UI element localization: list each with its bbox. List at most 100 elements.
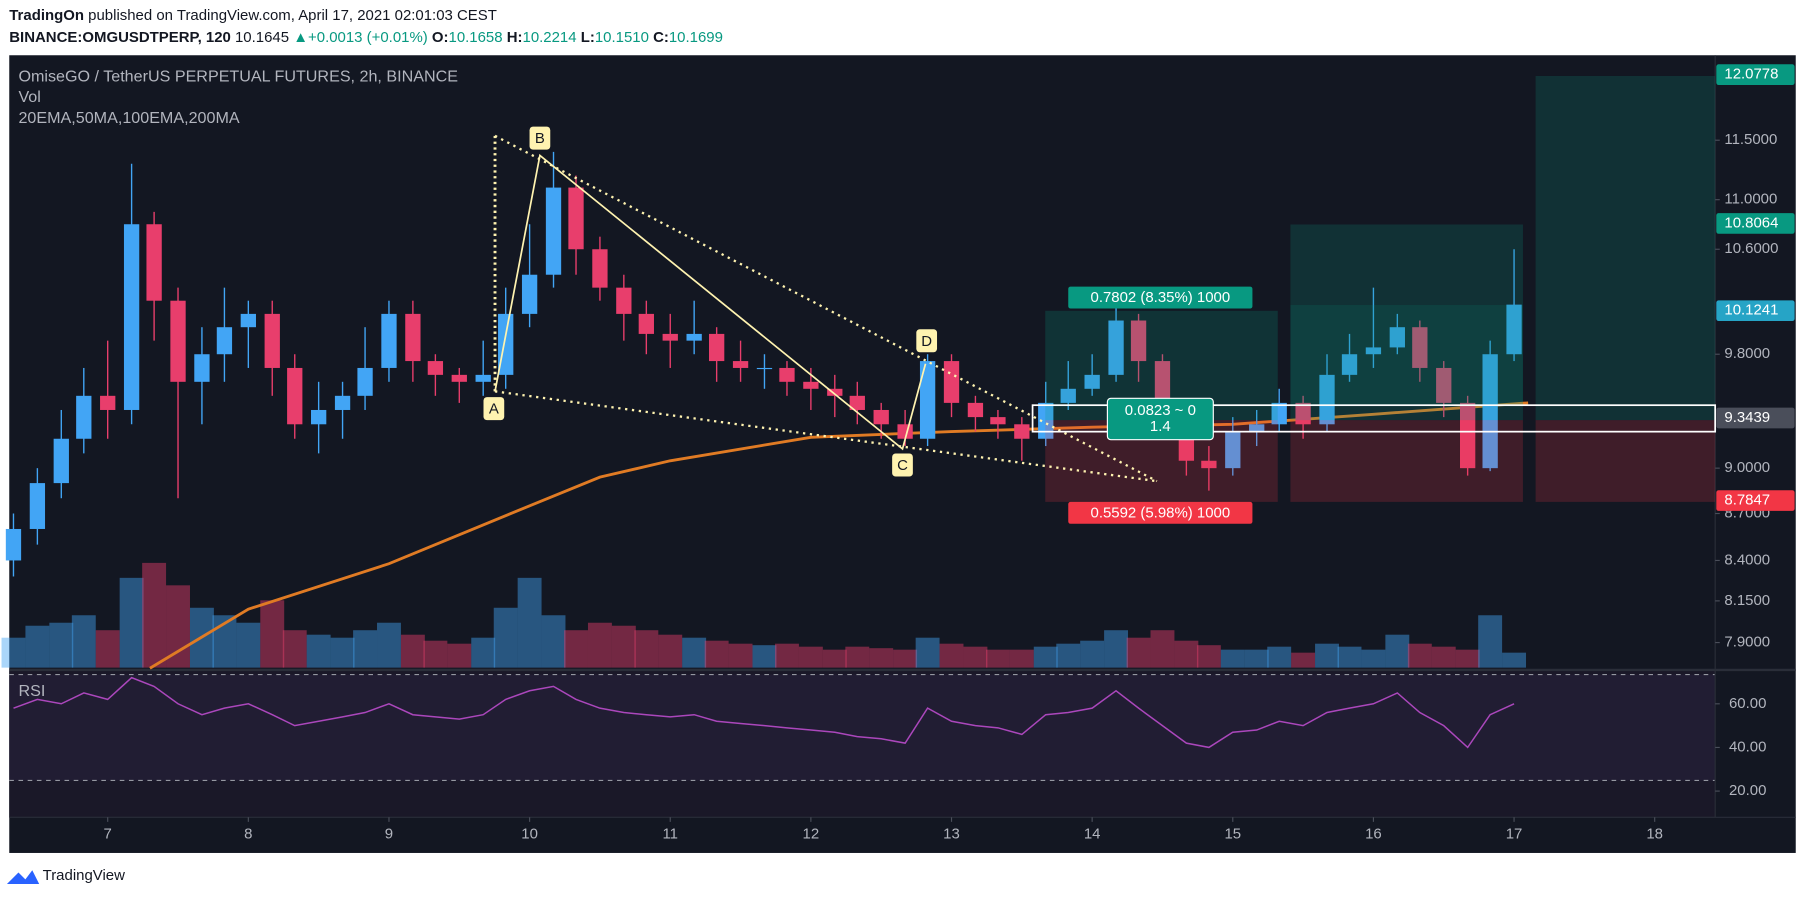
volume-bar xyxy=(798,646,823,668)
volume-bar xyxy=(541,615,566,668)
y-tick-label: 11.0000 xyxy=(1724,191,1777,208)
x-tick-label: 10 xyxy=(521,825,538,842)
candle-body xyxy=(194,354,210,382)
x-tick-label: 14 xyxy=(1084,825,1101,842)
candle-body xyxy=(849,395,865,410)
volume-bar xyxy=(25,625,50,668)
candle-body xyxy=(1038,402,1054,439)
candle-body xyxy=(76,395,92,439)
ratio-box xyxy=(1106,397,1214,441)
volume-bar xyxy=(1033,646,1058,668)
volume-bar xyxy=(869,648,894,668)
candle-body xyxy=(1201,460,1217,469)
candle-body xyxy=(779,367,795,382)
candle-body xyxy=(1341,354,1358,375)
o-label: O: xyxy=(432,29,449,46)
loss-zone xyxy=(1535,420,1716,502)
volume-bar xyxy=(564,630,588,668)
y-tick-label: 11.5000 xyxy=(1724,131,1777,148)
volume-bar xyxy=(1174,640,1199,668)
candle-body xyxy=(1365,347,1382,355)
point-box xyxy=(529,126,551,150)
volume-bar xyxy=(1267,646,1292,668)
price-label-box xyxy=(1716,490,1795,511)
point-label: A xyxy=(489,401,499,418)
volume-bar xyxy=(1291,652,1316,668)
candle-body xyxy=(216,327,233,355)
loss-label: 0.5592 (5.98%) 1000 xyxy=(1091,504,1231,521)
volume-bar xyxy=(1431,646,1456,668)
candle-body xyxy=(405,313,421,362)
author: TradingOn xyxy=(9,7,84,24)
overlay: 0.7802 (8.35%) 1000 0.5592 (5.98%) 1000 … xyxy=(483,126,1717,524)
candle-body xyxy=(919,361,936,439)
point-box xyxy=(483,397,505,421)
y-tick-label: 8.4000 xyxy=(1724,551,1770,568)
candle-body xyxy=(451,374,467,382)
x-tick-label: 18 xyxy=(1646,825,1663,842)
volume-bar xyxy=(893,649,918,668)
point-label: D xyxy=(921,333,932,350)
y-tick-label: 7.9000 xyxy=(1724,634,1770,651)
candle-body xyxy=(521,274,538,314)
x-tick-label: 11 xyxy=(662,825,678,842)
profit-label: 0.7802 (8.35%) 1000 xyxy=(1091,289,1231,306)
volume-bar xyxy=(658,634,683,668)
candle-body xyxy=(170,300,186,382)
volume-bar xyxy=(71,615,96,668)
volume-bar xyxy=(517,577,542,668)
volume-bar xyxy=(142,562,167,668)
loss-label-box xyxy=(1068,501,1253,524)
symbol: BINANCE:OMGUSDTPERP, 120 xyxy=(9,29,231,46)
candle-body xyxy=(1014,424,1030,439)
candle-body xyxy=(873,409,889,425)
candle-body xyxy=(100,395,116,410)
volume-bar xyxy=(330,637,355,668)
volume-bar xyxy=(1,637,26,668)
volume-legend: Vol xyxy=(18,88,40,106)
x-tick-label: 12 xyxy=(803,825,820,842)
candle-body xyxy=(545,187,562,275)
volume-bar xyxy=(1220,649,1245,668)
candle-body xyxy=(53,438,69,484)
candle-body xyxy=(357,367,373,396)
open: 10.1658 xyxy=(449,29,503,46)
price-label: 8.7847 xyxy=(1724,492,1770,509)
price-label-box xyxy=(1716,300,1795,322)
profit-zone-inner xyxy=(1290,305,1523,406)
candle-body xyxy=(311,409,327,425)
candle-body xyxy=(592,249,608,288)
volume-bar xyxy=(1337,646,1362,668)
price-label: 10.8064 xyxy=(1724,214,1778,231)
candle-body xyxy=(1295,402,1311,425)
candle-body xyxy=(1130,320,1147,362)
x-tick-label: 8 xyxy=(244,825,252,842)
candle-body xyxy=(427,361,444,375)
point-label: B xyxy=(535,130,545,147)
x-tick-label: 7 xyxy=(104,825,112,842)
volume-bar xyxy=(306,634,331,668)
volume-bar xyxy=(282,630,307,668)
volume-bar xyxy=(704,640,729,668)
volume-bar xyxy=(822,649,847,668)
arrow: ▲ xyxy=(293,29,308,46)
candle-body xyxy=(1108,320,1124,375)
volume-bar xyxy=(260,600,285,668)
volume-bar xyxy=(915,637,940,668)
volume-bar xyxy=(682,637,707,668)
candle-body xyxy=(1271,402,1287,425)
price-label: 10.1241 xyxy=(1724,302,1778,319)
price-label: 9.3439 xyxy=(1724,409,1770,426)
header-line-1: TradingOn published on TradingView.com, … xyxy=(9,7,497,24)
ratio-bottom: 1.4 xyxy=(1150,418,1171,435)
volume-bar xyxy=(1455,649,1480,668)
candle-body xyxy=(1506,304,1522,355)
chart-title: OmiseGO / TetherUS PERPETUAL FUTURES, 2h… xyxy=(18,67,458,85)
y-tick-label: 9.8000 xyxy=(1724,345,1770,362)
volume-bar xyxy=(1502,652,1527,668)
candle-body xyxy=(1459,402,1476,469)
volume-bar xyxy=(985,649,1010,668)
c-label: C: xyxy=(653,29,669,46)
volume-bar xyxy=(400,634,425,668)
volume-bar xyxy=(963,646,988,668)
